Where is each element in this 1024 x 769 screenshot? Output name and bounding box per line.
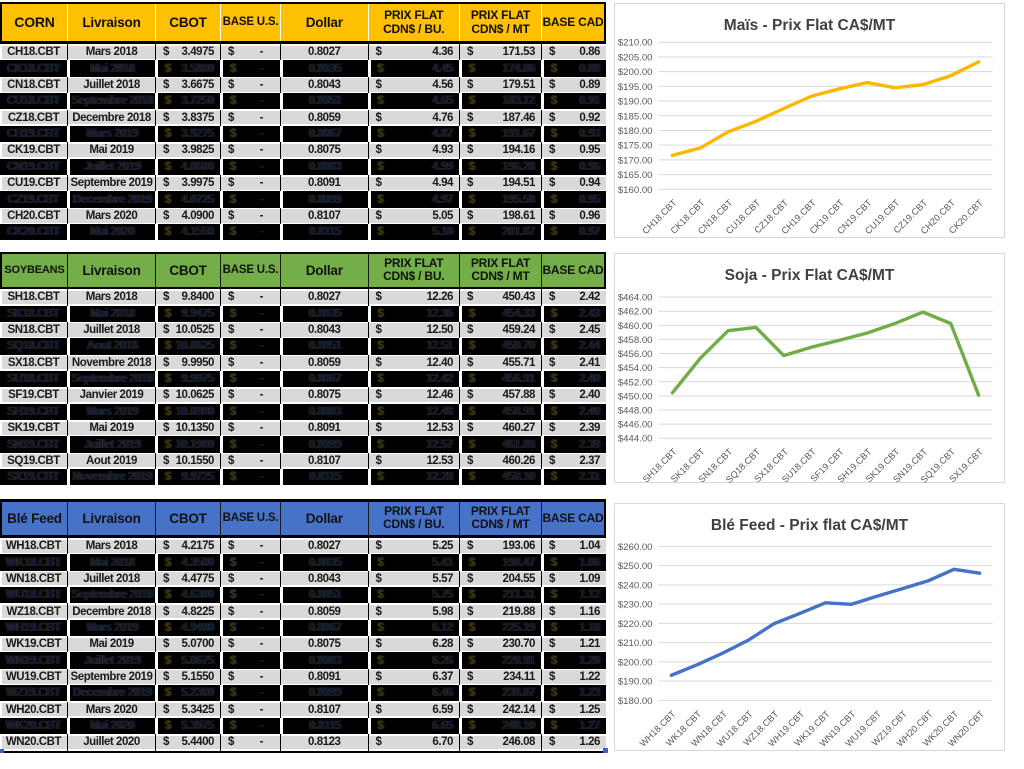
svg-text:$200.00: $200.00 xyxy=(617,657,652,668)
svg-text:$180.00: $180.00 xyxy=(617,126,652,137)
svg-text:$240.00: $240.00 xyxy=(617,580,652,591)
svg-text:$170.00: $170.00 xyxy=(617,155,652,166)
svg-text:$448.00: $448.00 xyxy=(617,405,652,416)
svg-text:$200.00: $200.00 xyxy=(617,67,652,78)
svg-text:$250.00: $250.00 xyxy=(617,561,652,572)
svg-text:$195.00: $195.00 xyxy=(617,82,652,93)
svg-text:Soja - Prix Flat CA$/MT: Soja - Prix Flat CA$/MT xyxy=(724,267,894,284)
svg-text:$185.00: $185.00 xyxy=(617,111,652,122)
svg-text:$165.00: $165.00 xyxy=(617,170,652,181)
svg-text:$452.00: $452.00 xyxy=(617,377,652,388)
svg-text:$210.00: $210.00 xyxy=(617,38,652,49)
svg-text:Maïs - Prix Flat CA$/MT: Maïs - Prix Flat CA$/MT xyxy=(723,17,895,34)
svg-text:$205.00: $205.00 xyxy=(617,52,652,63)
svg-text:$450.00: $450.00 xyxy=(617,391,652,402)
svg-text:$160.00: $160.00 xyxy=(617,185,652,196)
svg-text:$230.00: $230.00 xyxy=(617,599,652,610)
svg-text:$444.00: $444.00 xyxy=(617,434,652,445)
svg-text:$462.00: $462.00 xyxy=(617,307,652,318)
svg-text:$210.00: $210.00 xyxy=(617,638,652,649)
svg-text:$190.00: $190.00 xyxy=(617,676,652,687)
svg-text:$456.00: $456.00 xyxy=(617,349,652,360)
svg-text:$446.00: $446.00 xyxy=(617,420,652,431)
svg-text:$460.00: $460.00 xyxy=(617,321,652,332)
svg-text:$464.00: $464.00 xyxy=(617,293,652,304)
svg-text:$175.00: $175.00 xyxy=(617,141,652,152)
svg-text:$220.00: $220.00 xyxy=(617,618,652,629)
svg-text:$180.00: $180.00 xyxy=(617,695,652,706)
svg-text:$454.00: $454.00 xyxy=(617,363,652,374)
svg-text:Blé Feed - Prix flat CA$/MT: Blé Feed - Prix flat CA$/MT xyxy=(710,517,908,534)
svg-text:$458.00: $458.00 xyxy=(617,335,652,346)
svg-text:$190.00: $190.00 xyxy=(617,97,652,108)
svg-text:$260.00: $260.00 xyxy=(617,541,652,552)
